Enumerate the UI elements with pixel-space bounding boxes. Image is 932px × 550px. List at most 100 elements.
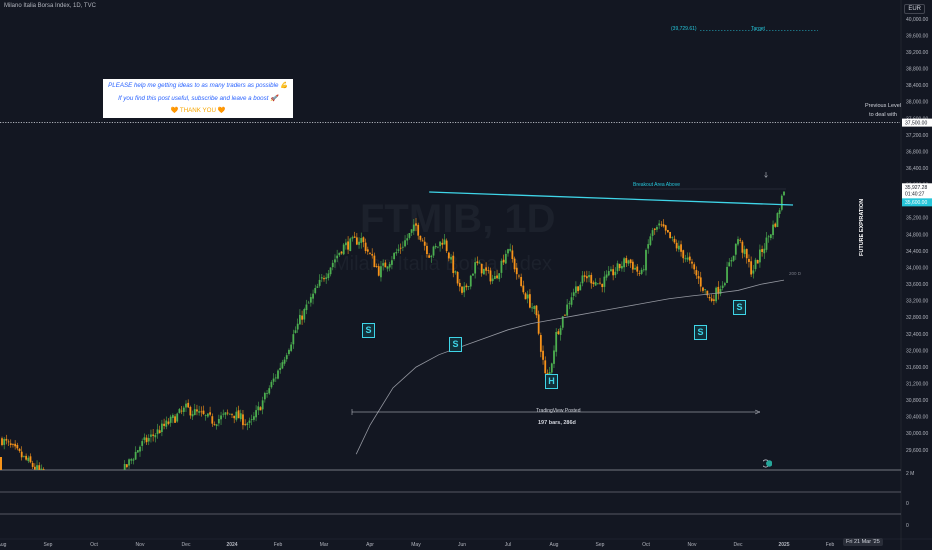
candle-body [246, 423, 249, 425]
pattern-label-head: H [545, 374, 558, 389]
candle-body [342, 244, 345, 255]
x-tick-label: Dec [734, 542, 743, 548]
candle-body [629, 259, 632, 264]
candle-body [288, 349, 290, 355]
candle-body [290, 344, 293, 351]
candle-body [730, 260, 733, 262]
candle-body [522, 285, 525, 293]
candle-body [299, 314, 301, 325]
candle-body [699, 277, 702, 287]
candle-body [502, 259, 505, 263]
candle-body [489, 270, 492, 282]
candle-body [596, 283, 599, 285]
measure-label: 197 bars, 286d [538, 420, 576, 426]
candle-body [614, 271, 617, 276]
y-tick-label: 32,800.00 [906, 315, 928, 321]
candle-body [660, 224, 663, 226]
candle-body [739, 239, 742, 241]
candle-body [526, 294, 529, 299]
candle-body [150, 434, 152, 437]
candle-body [362, 237, 365, 243]
candle-body [171, 415, 174, 418]
y-tick-label: 34,400.00 [906, 249, 928, 255]
candle-body [535, 305, 538, 316]
candle-body [469, 275, 472, 287]
candle-body [371, 254, 374, 256]
candle-body [713, 299, 715, 301]
candle-body [408, 233, 411, 238]
candle-body [263, 392, 266, 400]
candle-body [318, 279, 321, 286]
candle-body [636, 266, 639, 272]
x-tick-label: Sep [596, 542, 605, 548]
watermark-symbol: FTMIB, 1D [360, 197, 556, 241]
candle-body [185, 403, 187, 408]
candle-body [296, 323, 299, 330]
x-tick-label: Dec [182, 542, 191, 548]
candle-body [553, 350, 555, 364]
candle-body [568, 303, 571, 305]
candle-body [704, 289, 707, 291]
candle-body [211, 416, 214, 424]
candle-body [250, 419, 253, 420]
candle-body [627, 260, 630, 264]
candle-body [612, 269, 615, 276]
candle-body [29, 456, 32, 463]
candle-body [688, 256, 691, 261]
candle-body [480, 263, 483, 274]
candle-body [544, 360, 547, 374]
candle-body [261, 400, 264, 410]
candle-body [196, 409, 198, 412]
candle-body [401, 246, 404, 248]
y-tick-label: 30,400.00 [906, 415, 928, 421]
candle-body [169, 416, 172, 423]
previous-level-label: Previous Level to deal with [862, 102, 904, 120]
candle-body [776, 213, 779, 227]
candle-body [581, 275, 584, 284]
candle-body [281, 362, 284, 369]
candle-body [498, 273, 501, 280]
candle-body [783, 191, 785, 196]
candle-body [693, 264, 696, 270]
x-tick-label: Feb [826, 542, 835, 548]
candle-body [675, 242, 678, 249]
candle-body [454, 271, 457, 273]
candle-body [588, 275, 590, 278]
candle-body [375, 266, 378, 267]
candle-body [163, 423, 165, 426]
candle-body [684, 258, 687, 260]
promo-note: PLEASE help me getting ideas to as many … [103, 79, 293, 118]
y-tick-label: 34,800.00 [906, 232, 928, 238]
candle-body [561, 316, 564, 328]
candle-body [717, 286, 720, 294]
candle-body [669, 231, 671, 238]
candle-body [393, 253, 395, 260]
candle-body [3, 439, 6, 445]
candle-body [404, 240, 406, 247]
candle-body [268, 388, 271, 394]
candle-body [128, 459, 130, 466]
candle-body [316, 286, 319, 288]
candle-body [132, 459, 135, 461]
candle-body [616, 263, 619, 272]
candle-body [774, 223, 777, 227]
candle-body [542, 350, 544, 360]
candle-body [550, 363, 553, 373]
candle-body [572, 292, 575, 296]
tradingview-logo-icon[interactable] [763, 459, 772, 468]
candle-body [382, 263, 385, 266]
candle-body [156, 429, 159, 435]
candle-body [277, 370, 279, 379]
candle-body [430, 255, 433, 258]
watermark-name: Milano Italia Borsa Index [333, 253, 552, 275]
level-tag: 35,600.00 [905, 200, 927, 206]
candle-body [491, 278, 494, 282]
candle-body [474, 262, 477, 274]
currency-badge[interactable]: EUR [904, 4, 925, 14]
y-tick-label: 34,000.00 [906, 265, 928, 271]
candle-body [686, 257, 689, 260]
y-tick-label: 38,000.00 [906, 100, 928, 106]
candle-body [767, 236, 770, 238]
